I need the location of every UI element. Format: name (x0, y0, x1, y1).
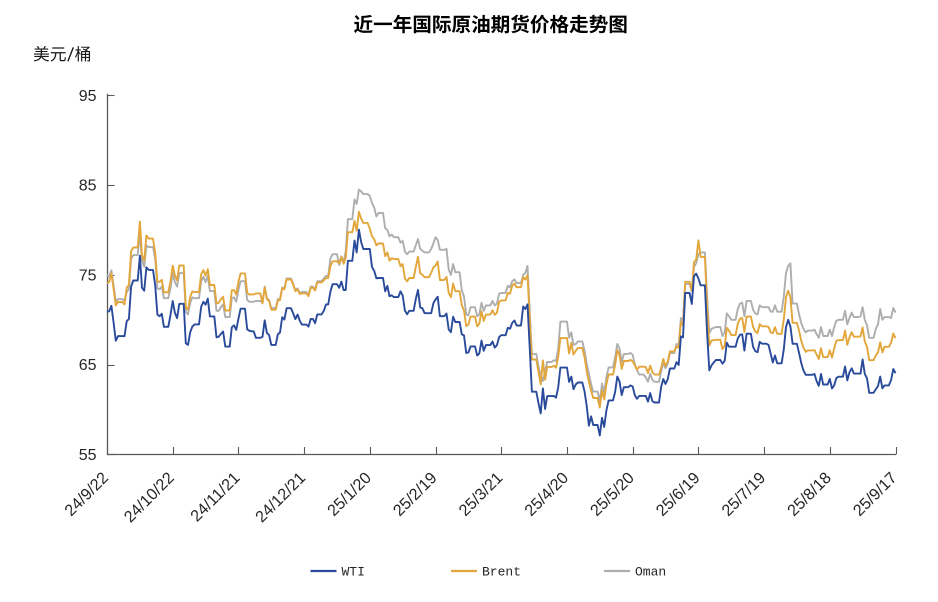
svg-text:Brent: Brent (482, 565, 521, 580)
svg-text:75: 75 (79, 267, 97, 284)
svg-text:Oman: Oman (635, 565, 666, 580)
svg-text:95: 95 (79, 88, 97, 105)
svg-text:55: 55 (79, 447, 97, 464)
svg-text:85: 85 (79, 178, 97, 195)
svg-text:WTI: WTI (342, 565, 365, 580)
svg-text:65: 65 (79, 357, 97, 374)
